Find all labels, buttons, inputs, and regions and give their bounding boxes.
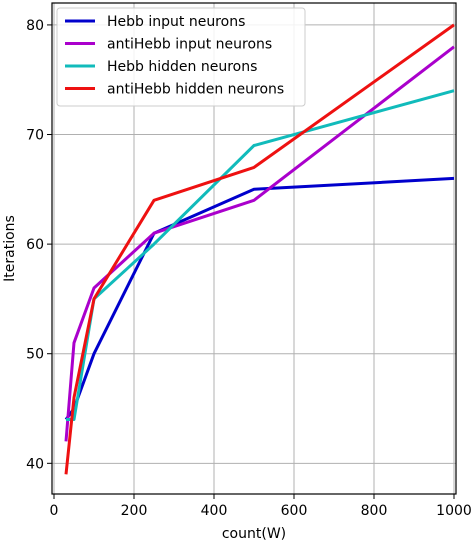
- y-tick-label: 40: [26, 456, 44, 472]
- axis-ticks: 0 200 400 600 800 1000 40 50 60 70 80: [26, 18, 472, 519]
- y-tick-label: 80: [26, 18, 44, 34]
- legend-entry: antiHebb input neurons: [107, 37, 272, 53]
- series-line-2: [64, 45, 455, 442]
- legend-entry: Hebb input neurons: [107, 14, 245, 30]
- y-tick-label: 60: [26, 237, 44, 253]
- x-tick-label: 200: [121, 503, 148, 519]
- series-lines: [64, 23, 455, 475]
- x-tick-label: 600: [281, 503, 308, 519]
- plot-frame: [51, 2, 457, 495]
- y-tick-label: 50: [26, 347, 44, 363]
- legend-entry: antiHebb hidden neurons: [107, 82, 284, 98]
- x-tick-label: 400: [201, 503, 228, 519]
- y-tick-label: 70: [26, 128, 44, 144]
- series-line-4: [64, 23, 455, 475]
- legend-box: [56, 7, 306, 107]
- legend-entry: Hebb hidden neurons: [107, 59, 257, 75]
- x-tick-label: 1000: [436, 503, 472, 519]
- series-line-3: [66, 89, 455, 421]
- legend: Hebb input neurons antiHebb input neurons…: [56, 7, 306, 107]
- x-tick-label: 800: [361, 503, 388, 519]
- x-axis-title: count(W): [222, 526, 286, 542]
- y-axis-title: Iterations: [2, 215, 18, 282]
- series-line-1: [64, 176, 455, 421]
- x-tick-label: 0: [50, 503, 59, 519]
